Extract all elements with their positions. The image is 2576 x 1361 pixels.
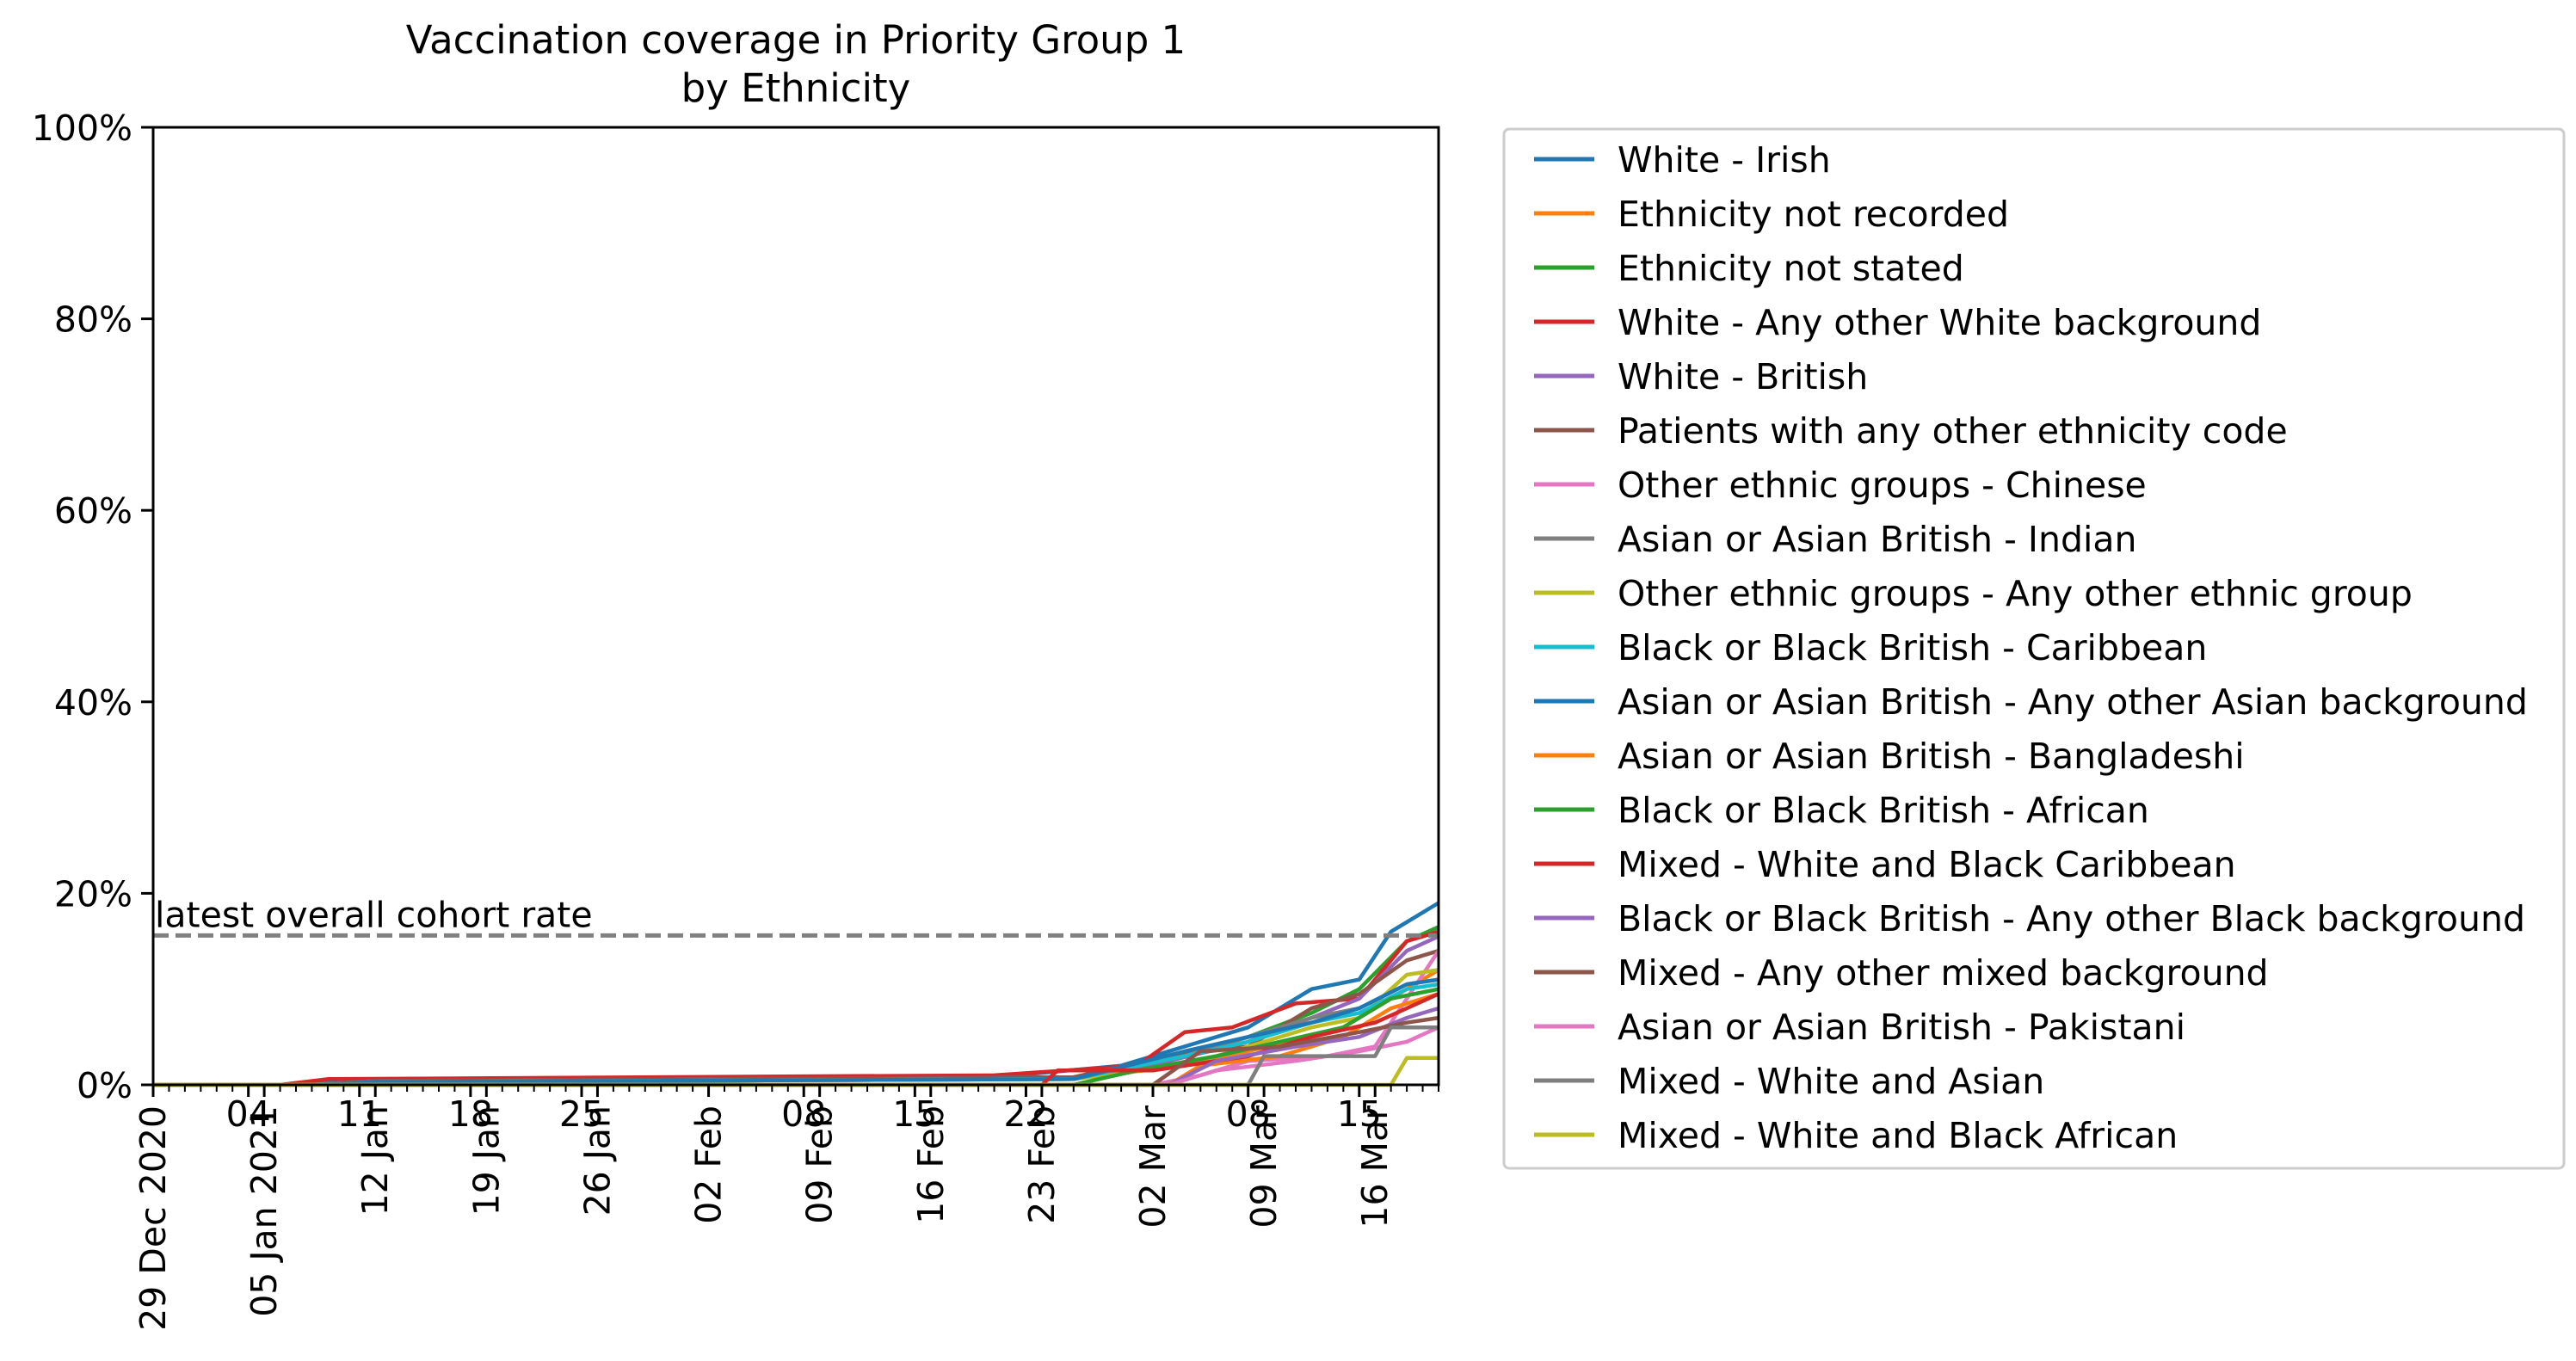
y-tick-label: 100% [32,108,132,149]
legend-label-8: Asian or Asian British - Indian [1618,519,2137,560]
y-tick-label: 80% [54,299,132,341]
x-tick-label: 05 Jan 2021 [243,1105,285,1317]
legend-label-1: White - Irish [1618,139,1831,181]
x-tick-label: 09 Mar [1243,1105,1285,1229]
series-line-10 [153,982,1439,1087]
legend-label-13: Black or Black British - African [1618,790,2149,831]
y-tick-label: 0% [77,1065,132,1106]
series-line-8 [153,977,1439,1087]
legend-label-4: White - Any other White background [1618,302,2261,343]
series-line-7 [153,949,1440,1087]
legend-label-18: Mixed - White and Asian [1618,1061,2044,1102]
x-tick-label: 19 Jan [465,1105,507,1216]
x-secondary-tick-label: 15 [1337,1093,1382,1135]
x-secondary-tick-label: 15 [892,1093,937,1135]
legend-label-12: Asian or Asian British - Bangladeshi [1618,736,2245,777]
x-secondary-tick-label: 08 [781,1093,826,1135]
y-tick-label: 60% [54,490,132,532]
x-tick-label: 02 Mar [1132,1105,1174,1229]
reference-line-label: latest overall cohort rate [155,894,593,935]
y-tick-label: 40% [54,682,132,724]
x-tick-label: 02 Feb [688,1105,730,1224]
chart-subtitle: by Ethnicity [681,65,911,111]
legend-label-10: Black or Black British - Caribbean [1618,627,2207,668]
x-secondary-tick-label: 25 [559,1093,604,1135]
legend-label-11: Asian or Asian British - Any other Asian… [1618,681,2528,723]
legend-label-14: Mixed - White and Black Caribbean [1618,844,2236,885]
x-secondary-tick-label: 04 [226,1093,271,1135]
legend-label-15: Black or Black British - Any other Black… [1618,898,2525,939]
series-line-6 [153,949,1439,1087]
legend-label-5: White - British [1618,356,1868,397]
x-tick-label: 16 Mar [1354,1105,1396,1229]
x-tick-label: 26 Jan [576,1105,618,1216]
legend-label-3: Ethnicity not stated [1618,248,1964,289]
x-secondary-tick-label: 11 [337,1093,382,1135]
legend-label-6: Patients with any other ethnicity code [1618,410,2288,452]
legend-box [1502,127,2566,1170]
chart-title: Vaccination coverage in Priority Group 1 [406,17,1186,63]
x-secondary-tick-label: 08 [1226,1093,1271,1135]
x-tick-label: 23 Feb [1021,1105,1063,1224]
series-line-4 [153,929,1439,1087]
plot-frame [151,126,1440,1087]
legend-label-16: Mixed - Any other mixed background [1618,952,2269,994]
legend-label-17: Asian or Asian British - Pakistani [1618,1007,2185,1048]
axes: 0% 20% 40% 60% 80% 100% 29 Dec 2020 05 Jan 2021… [32,108,1439,1331]
legend-label-7: Other ethnic groups - Chinese [1618,465,2147,506]
x-secondary-tick-label: 18 [448,1093,493,1135]
y-tick-label: 20% [54,873,132,915]
x-tick-label: 29 Dec 2020 [132,1105,174,1331]
legend-label-2: Ethnicity not recorded [1618,194,2009,235]
series-line-11 [153,977,1439,1087]
x-secondary-tick-label: 22 [1003,1093,1048,1135]
x-tick-label: 12 Jan [354,1105,396,1216]
legend: White - Irish Ethnicity not recorded Ethni… [1502,127,2566,1170]
legend-label-9: Other ethnic groups - Any other ethnic g… [1618,573,2413,614]
x-tick-label: 09 Feb [799,1105,841,1224]
legend-label-19: Mixed - White and Black African [1618,1115,2178,1156]
x-tick-label: 16 Feb [910,1105,952,1224]
